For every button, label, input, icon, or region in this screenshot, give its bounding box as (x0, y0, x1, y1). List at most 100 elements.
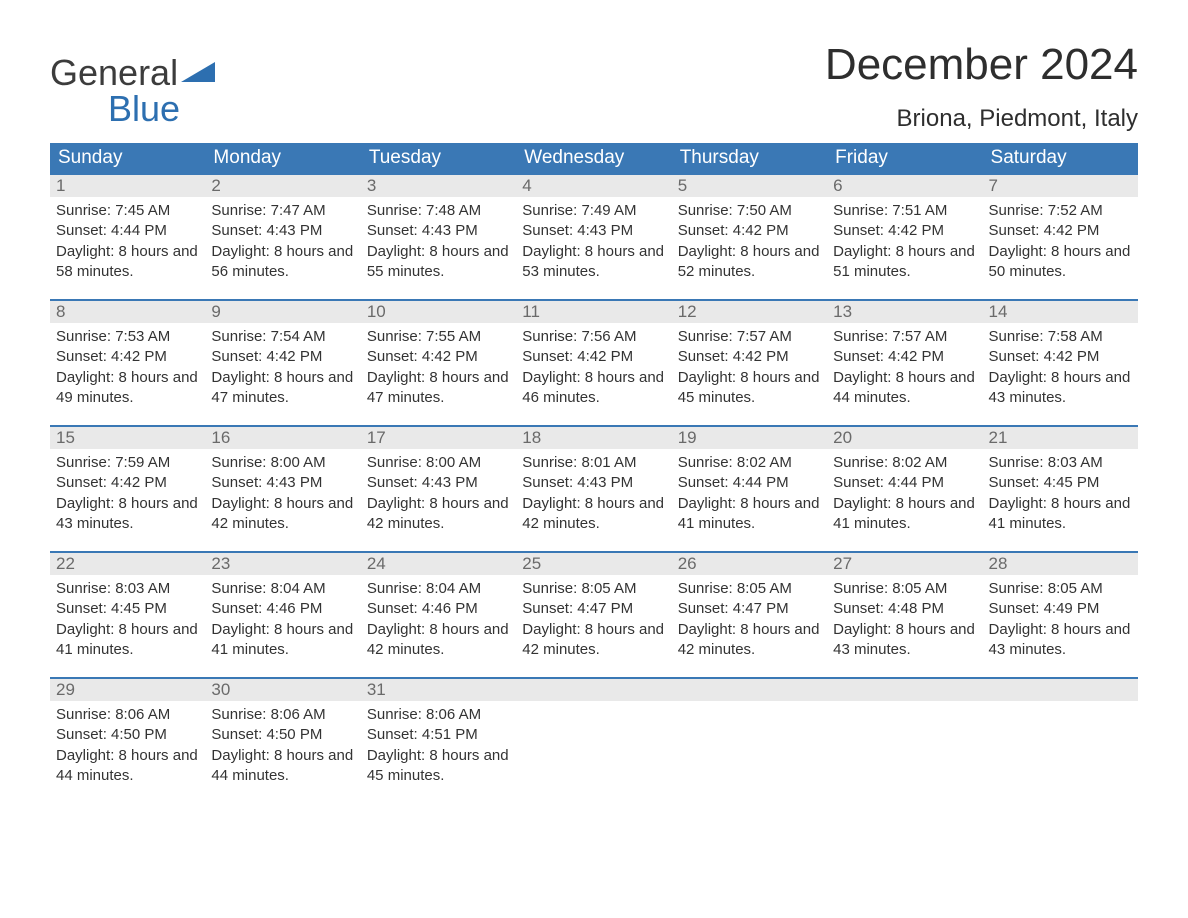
day-number: 12 (672, 301, 827, 323)
day-number: 7 (983, 175, 1138, 197)
daylight-line: Daylight: 8 hours and 42 minutes. (367, 494, 510, 535)
header-friday: Friday (827, 147, 982, 169)
day-number: 16 (205, 427, 360, 449)
sunset-line: Sunset: 4:43 PM (211, 473, 354, 493)
week-row: 8Sunrise: 7:53 AMSunset: 4:42 PMDaylight… (50, 299, 1138, 425)
daylight-line: Daylight: 8 hours and 44 minutes. (833, 368, 976, 409)
calendar-header-row: Sunday Monday Tuesday Wednesday Thursday… (50, 143, 1138, 173)
daylight-line: Daylight: 8 hours and 42 minutes. (211, 494, 354, 535)
day-number: 30 (205, 679, 360, 701)
day-cell: 28Sunrise: 8:05 AMSunset: 4:49 PMDayligh… (983, 553, 1138, 677)
daylight-line: Daylight: 8 hours and 41 minutes. (989, 494, 1132, 535)
day-info: Sunrise: 8:06 AMSunset: 4:51 PMDaylight:… (361, 701, 516, 796)
day-info: Sunrise: 8:05 AMSunset: 4:47 PMDaylight:… (516, 575, 671, 670)
sunrise-line: Sunrise: 7:55 AM (367, 327, 510, 347)
day-number: 27 (827, 553, 982, 575)
day-cell: 22Sunrise: 8:03 AMSunset: 4:45 PMDayligh… (50, 553, 205, 677)
sunrise-line: Sunrise: 7:45 AM (56, 201, 199, 221)
daylight-line: Daylight: 8 hours and 43 minutes. (989, 368, 1132, 409)
sunset-line: Sunset: 4:49 PM (989, 599, 1132, 619)
sunrise-line: Sunrise: 8:05 AM (833, 579, 976, 599)
sunrise-line: Sunrise: 7:59 AM (56, 453, 199, 473)
sunset-line: Sunset: 4:51 PM (367, 725, 510, 745)
day-info: Sunrise: 8:00 AMSunset: 4:43 PMDaylight:… (361, 449, 516, 544)
day-cell: 7Sunrise: 7:52 AMSunset: 4:42 PMDaylight… (983, 175, 1138, 299)
week-row: 1Sunrise: 7:45 AMSunset: 4:44 PMDaylight… (50, 173, 1138, 299)
day-cell: 19Sunrise: 8:02 AMSunset: 4:44 PMDayligh… (672, 427, 827, 551)
sunset-line: Sunset: 4:45 PM (56, 599, 199, 619)
sunset-line: Sunset: 4:42 PM (678, 347, 821, 367)
daylight-line: Daylight: 8 hours and 41 minutes. (678, 494, 821, 535)
sunrise-line: Sunrise: 7:52 AM (989, 201, 1132, 221)
week-row: 15Sunrise: 7:59 AMSunset: 4:42 PMDayligh… (50, 425, 1138, 551)
day-number: 2 (205, 175, 360, 197)
sunset-line: Sunset: 4:43 PM (367, 473, 510, 493)
sunrise-line: Sunrise: 7:57 AM (678, 327, 821, 347)
day-cell: 31Sunrise: 8:06 AMSunset: 4:51 PMDayligh… (361, 679, 516, 803)
sunset-line: Sunset: 4:42 PM (989, 221, 1132, 241)
day-number: 8 (50, 301, 205, 323)
day-info: Sunrise: 7:53 AMSunset: 4:42 PMDaylight:… (50, 323, 205, 418)
week-row: 22Sunrise: 8:03 AMSunset: 4:45 PMDayligh… (50, 551, 1138, 677)
day-number: 11 (516, 301, 671, 323)
daylight-line: Daylight: 8 hours and 55 minutes. (367, 242, 510, 283)
day-cell: 8Sunrise: 7:53 AMSunset: 4:42 PMDaylight… (50, 301, 205, 425)
day-info: Sunrise: 8:06 AMSunset: 4:50 PMDaylight:… (50, 701, 205, 796)
day-number-empty (983, 679, 1138, 701)
sunrise-line: Sunrise: 8:05 AM (522, 579, 665, 599)
day-info: Sunrise: 8:00 AMSunset: 4:43 PMDaylight:… (205, 449, 360, 544)
title-block: December 2024 Briona, Piedmont, Italy (825, 40, 1138, 133)
day-info: Sunrise: 7:48 AMSunset: 4:43 PMDaylight:… (361, 197, 516, 292)
sunset-line: Sunset: 4:42 PM (833, 347, 976, 367)
day-info: Sunrise: 8:05 AMSunset: 4:49 PMDaylight:… (983, 575, 1138, 670)
week-row: 29Sunrise: 8:06 AMSunset: 4:50 PMDayligh… (50, 677, 1138, 803)
sunset-line: Sunset: 4:42 PM (56, 473, 199, 493)
day-number: 9 (205, 301, 360, 323)
day-number: 19 (672, 427, 827, 449)
page-subtitle: Briona, Piedmont, Italy (825, 105, 1138, 133)
day-cell: 10Sunrise: 7:55 AMSunset: 4:42 PMDayligh… (361, 301, 516, 425)
day-cell: 2Sunrise: 7:47 AMSunset: 4:43 PMDaylight… (205, 175, 360, 299)
empty-day-cell (983, 679, 1138, 803)
daylight-line: Daylight: 8 hours and 45 minutes. (367, 746, 510, 787)
day-number: 24 (361, 553, 516, 575)
sunrise-line: Sunrise: 8:03 AM (56, 579, 199, 599)
day-info: Sunrise: 8:05 AMSunset: 4:47 PMDaylight:… (672, 575, 827, 670)
sunset-line: Sunset: 4:50 PM (56, 725, 199, 745)
sunrise-line: Sunrise: 8:02 AM (833, 453, 976, 473)
day-info: Sunrise: 8:04 AMSunset: 4:46 PMDaylight:… (361, 575, 516, 670)
sunset-line: Sunset: 4:42 PM (833, 221, 976, 241)
day-number: 13 (827, 301, 982, 323)
day-number-empty (672, 679, 827, 701)
header-monday: Monday (205, 147, 360, 169)
day-info: Sunrise: 7:58 AMSunset: 4:42 PMDaylight:… (983, 323, 1138, 418)
day-cell: 15Sunrise: 7:59 AMSunset: 4:42 PMDayligh… (50, 427, 205, 551)
sunset-line: Sunset: 4:47 PM (678, 599, 821, 619)
day-cell: 12 Sunrise: 7:57 AMSunset: 4:42 PMDayligh… (672, 301, 827, 425)
header-tuesday: Tuesday (361, 147, 516, 169)
daylight-line: Daylight: 8 hours and 42 minutes. (367, 620, 510, 661)
sunrise-line: Sunrise: 8:06 AM (367, 705, 510, 725)
day-cell: 6Sunrise: 7:51 AMSunset: 4:42 PMDaylight… (827, 175, 982, 299)
sunset-line: Sunset: 4:44 PM (56, 221, 199, 241)
day-info: Sunrise: 8:06 AMSunset: 4:50 PMDaylight:… (205, 701, 360, 796)
daylight-line: Daylight: 8 hours and 44 minutes. (211, 746, 354, 787)
sunset-line: Sunset: 4:43 PM (367, 221, 510, 241)
day-number-empty (516, 679, 671, 701)
sunrise-line: Sunrise: 8:05 AM (678, 579, 821, 599)
day-number: 29 (50, 679, 205, 701)
daylight-line: Daylight: 8 hours and 45 minutes. (678, 368, 821, 409)
daylight-line: Daylight: 8 hours and 41 minutes. (833, 494, 976, 535)
daylight-line: Daylight: 8 hours and 46 minutes. (522, 368, 665, 409)
day-info: Sunrise: 8:03 AMSunset: 4:45 PMDaylight:… (983, 449, 1138, 544)
sunset-line: Sunset: 4:50 PM (211, 725, 354, 745)
sunrise-line: Sunrise: 8:02 AM (678, 453, 821, 473)
sunrise-line: Sunrise: 7:56 AM (522, 327, 665, 347)
sunrise-line: Sunrise: 8:06 AM (56, 705, 199, 725)
day-info: Sunrise: 7:56 AMSunset: 4:42 PMDaylight:… (516, 323, 671, 418)
sunrise-line: Sunrise: 7:47 AM (211, 201, 354, 221)
day-number-empty (827, 679, 982, 701)
day-cell: 26Sunrise: 8:05 AMSunset: 4:47 PMDayligh… (672, 553, 827, 677)
sunrise-line: Sunrise: 8:06 AM (211, 705, 354, 725)
calendar: Sunday Monday Tuesday Wednesday Thursday… (50, 143, 1138, 803)
